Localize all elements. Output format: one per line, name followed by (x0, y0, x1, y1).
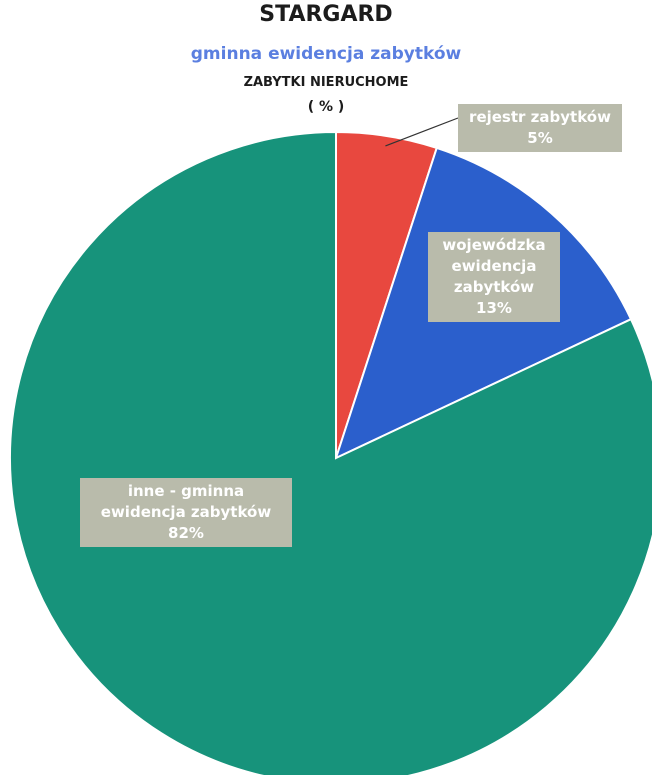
leader-line-rejestr (385, 118, 458, 146)
slice-label-inne-value: 82% (86, 523, 286, 544)
slice-label-inne-name: inne - gminna ewidencja zabytków (86, 481, 286, 523)
slice-label-wojewodzka-name: wojewódzka ewidencja zabytków (434, 235, 554, 298)
slice-label-rejestr-value: 5% (464, 128, 616, 149)
slice-label-wojewodzka: wojewódzka ewidencja zabytków 13% (428, 232, 560, 322)
slice-label-rejestr-name: rejestr zabytków (464, 107, 616, 128)
slice-label-inne: inne - gminna ewidencja zabytków 82% (80, 478, 292, 547)
slice-label-rejestr: rejestr zabytków 5% (458, 104, 622, 152)
slice-label-wojewodzka-value: 13% (434, 298, 554, 319)
